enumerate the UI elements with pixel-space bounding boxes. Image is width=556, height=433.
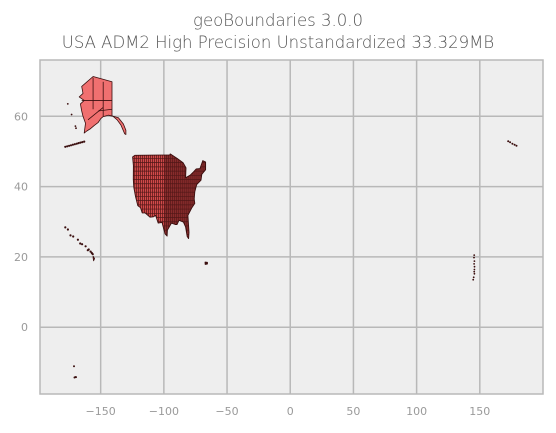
alaska-borough-borders — [81, 77, 113, 121]
x-tick-label: 50 — [346, 405, 360, 418]
x-tick-label: 0 — [287, 405, 294, 418]
x-tick-label: 150 — [469, 405, 490, 418]
grid-lines — [40, 60, 543, 394]
aleutian-islands — [64, 140, 86, 148]
y-tick-label: 0 — [21, 321, 28, 334]
alaska-mainland — [78, 76, 127, 135]
y-tick-label: 40 — [14, 181, 28, 194]
chart-subtitle: USA ADM2 High Precision Unstandardized 3… — [61, 33, 495, 52]
plot-area — [40, 60, 543, 394]
y-tick-label: 20 — [14, 251, 28, 264]
tick-labels: −150 −100 −50 0 50 100 150 0 20 40 60 — [14, 110, 490, 418]
american-samoa — [73, 365, 77, 379]
hawaii-big-island — [92, 255, 95, 262]
x-tick-label: 100 — [406, 405, 427, 418]
x-tick-label: −150 — [86, 405, 116, 418]
land-regions — [64, 76, 518, 379]
hawaii-islands — [64, 226, 94, 256]
mariana-islands — [472, 254, 476, 281]
plot-frame — [39, 59, 544, 395]
x-tick-label: −50 — [215, 405, 238, 418]
puerto-rico — [204, 261, 208, 265]
y-tick-label: 60 — [14, 110, 28, 123]
x-tick-label: −100 — [149, 405, 179, 418]
bering-sea-islands — [66, 103, 77, 130]
western-aleutians — [507, 140, 518, 147]
chart-title: geoBoundaries 3.0.0 — [193, 11, 363, 30]
